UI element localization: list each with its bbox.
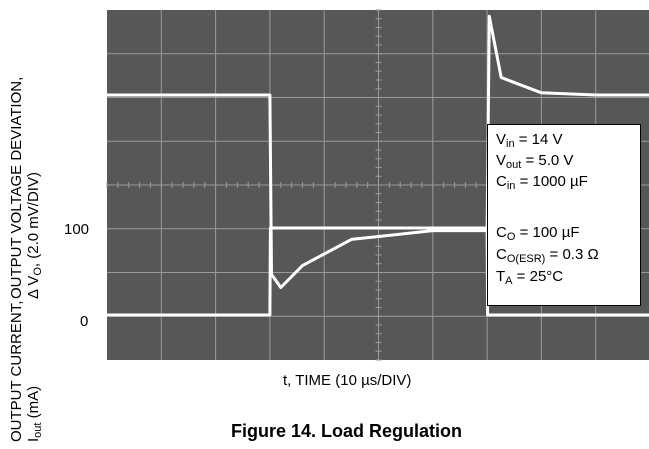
- condition-co: CO = 100 µF: [496, 224, 580, 243]
- tick-label-0ma: 0: [80, 313, 89, 330]
- y-axis-label-voltage-line1: OUTPUT VOLTAGE DEVIATION,: [8, 76, 25, 299]
- figure-caption: Figure 14. Load Regulation: [231, 421, 463, 441]
- test-conditions-box: Vin = 14 V Vout = 5.0 V Cin = 1000 µF CO…: [487, 124, 641, 306]
- trace-output-current: [107, 226, 649, 317]
- condition-vout: Vout = 5.0 V: [496, 152, 574, 171]
- y-axis-label-current: OUTPUT CURRENT, Iout (mA): [8, 301, 44, 442]
- condition-co-esr: CO(ESR) = 0.3 Ω: [496, 246, 599, 265]
- condition-vin: Vin = 14 V: [496, 131, 563, 150]
- condition-cin: Cin = 1000 µF: [496, 173, 588, 192]
- y-axis-label-voltage-line2: Δ VO, (2.0 mV/DIV): [25, 172, 44, 299]
- x-axis-label: t, TIME (10 µs/DIV): [283, 372, 412, 389]
- y-axis-label-current-line1: OUTPUT CURRENT,: [8, 300, 25, 442]
- condition-ta: TA = 25°C: [496, 268, 564, 287]
- tick-label-100ma: 100: [64, 221, 90, 238]
- y-axis-label-current-line2: Iout (mA): [25, 385, 44, 442]
- y-axis-label-voltage: OUTPUT VOLTAGE DEVIATION, Δ VO, (2.0 mV/…: [8, 77, 44, 299]
